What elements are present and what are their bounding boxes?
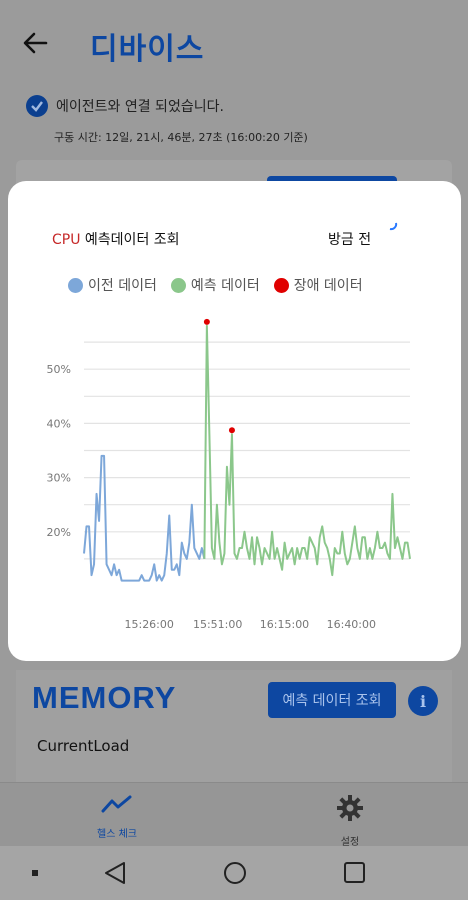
info-icon[interactable]: i bbox=[408, 686, 438, 716]
updated-time: 방금 전 bbox=[328, 232, 372, 248]
y-tick-label: 40% bbox=[47, 417, 71, 430]
app-header: 디바이스 bbox=[0, 0, 468, 88]
y-tick-label: 50% bbox=[47, 363, 71, 376]
nav-item-health-check[interactable]: 헬스 체크 bbox=[57, 793, 177, 840]
x-tick-label: 15:51:00 bbox=[193, 618, 242, 631]
loading-spinner-icon bbox=[389, 222, 398, 231]
legend-label-predicted: 예측 데이터 bbox=[190, 278, 260, 294]
home-circle-icon[interactable] bbox=[224, 862, 246, 884]
legend-label-fault: 장애 데이터 bbox=[293, 278, 363, 294]
dialog-title-metric: CPU bbox=[52, 232, 81, 248]
back-arrow-icon[interactable] bbox=[20, 28, 50, 58]
fault-point bbox=[203, 318, 210, 325]
nav-label-settings: 설정 bbox=[340, 837, 360, 848]
legend-swatch-predicted bbox=[170, 277, 186, 293]
x-tick-label: 15:26:00 bbox=[124, 618, 173, 631]
connection-status: 에이전트와 연결 되었습니다. bbox=[26, 95, 224, 117]
legend-item-fault[interactable]: 장애 데이터 bbox=[273, 275, 363, 295]
legend-swatch-previous bbox=[68, 277, 83, 293]
dialog-title-text: 예측데이터 조회 bbox=[80, 232, 180, 248]
gear-icon bbox=[337, 795, 363, 821]
y-tick-label: 30% bbox=[47, 472, 71, 485]
back-triangle-icon[interactable] bbox=[105, 862, 125, 884]
prediction-dialog: CPU 예측데이터 조회 방금 전 이전 데이터 예측 데이터 장애 데이터 2… bbox=[8, 181, 461, 661]
legend-label-previous: 이전 데이터 bbox=[88, 278, 157, 294]
legend-item-previous[interactable]: 이전 데이터 bbox=[68, 275, 157, 295]
nav-dot-icon bbox=[32, 870, 38, 876]
x-tick-label: 16:40:00 bbox=[327, 618, 376, 631]
system-navigation-bar bbox=[0, 846, 468, 900]
memory-title: MEMORY bbox=[32, 680, 177, 715]
legend-item-predicted[interactable]: 예측 데이터 bbox=[170, 275, 260, 295]
chart-line-icon bbox=[101, 795, 132, 813]
page-title: 디바이스 bbox=[90, 32, 205, 67]
bottom-navigation: 헬스 체크 설정 bbox=[0, 782, 468, 848]
fault-point bbox=[228, 427, 235, 434]
series-line-previous bbox=[83, 454, 206, 582]
check-circle-icon bbox=[26, 95, 48, 117]
nav-item-settings[interactable]: 설정 bbox=[290, 793, 410, 848]
cpu-prediction-chart: 20% 30% 40% 50% 15:26:00 15:51:00 16:15:00 16:4… bbox=[47, 318, 411, 631]
uptime-text: 구동 시간: 12일, 21시, 46분, 27초 (16:00:20 기준) bbox=[54, 131, 308, 144]
series-line-predicted bbox=[203, 324, 411, 577]
nav-label-health-check: 헬스 체크 bbox=[97, 829, 137, 840]
memory-metric-label: CurrentLoad bbox=[37, 737, 130, 755]
y-tick-label: 20% bbox=[47, 526, 71, 539]
status-text: 에이전트와 연결 되었습니다. bbox=[56, 99, 224, 115]
x-tick-label: 16:15:00 bbox=[260, 618, 309, 631]
dialog-title: CPU 예측데이터 조회 bbox=[52, 229, 180, 249]
chart-legend: 이전 데이터 예측 데이터 장애 데이터 bbox=[68, 275, 363, 295]
legend-swatch-fault bbox=[273, 277, 289, 293]
memory-predict-button[interactable]: 예측 데이터 조회 bbox=[268, 682, 396, 718]
recents-square-icon[interactable] bbox=[344, 862, 365, 883]
